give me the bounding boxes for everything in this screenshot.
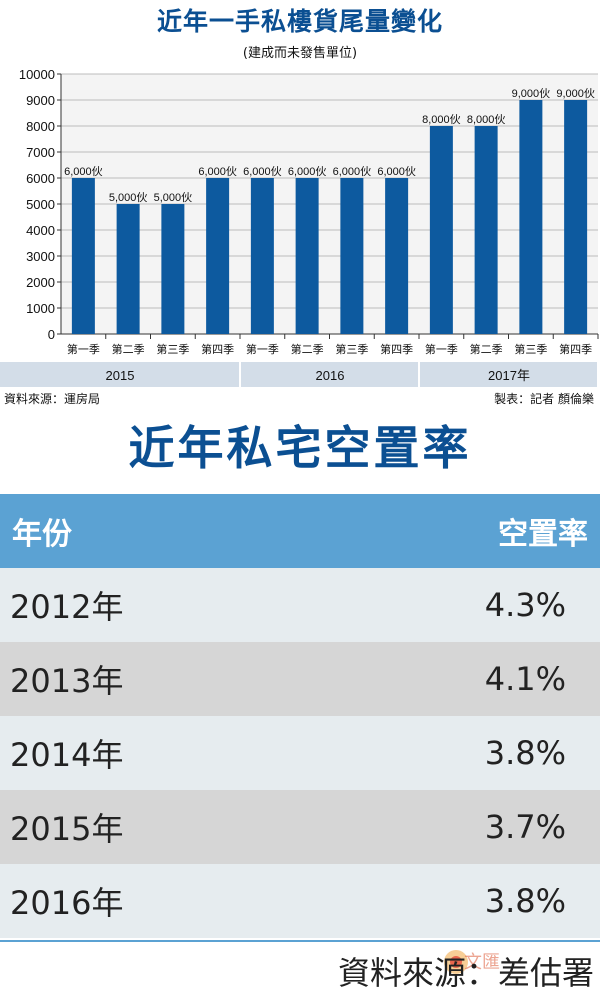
data-label: 6,000伙 [288, 165, 327, 178]
y-tick-label: 7000 [26, 145, 55, 160]
data-label: 6,000伙 [333, 165, 372, 178]
bar [340, 178, 364, 334]
x-tick-label: 第二季 [291, 342, 324, 356]
table-header: 年份 空置率 [0, 494, 600, 568]
x-tick-label: 第二季 [112, 342, 145, 356]
y-tick-label: 6000 [26, 171, 55, 186]
x-tick-label: 第二季 [470, 342, 503, 356]
bar [116, 204, 140, 334]
table-bottom-line [0, 940, 600, 942]
y-tick-label: 9000 [26, 93, 55, 108]
y-tick-label: 3000 [26, 249, 55, 264]
chart-credit: 製表：記者 顏倫樂 [494, 392, 594, 406]
x-tick-label: 第四季 [380, 342, 413, 356]
bar [206, 178, 230, 334]
y-tick-label: 5000 [26, 197, 55, 212]
data-label: 6,000伙 [243, 165, 282, 178]
year-label: 2015 [106, 368, 135, 383]
data-label: 9,000伙 [556, 87, 595, 100]
header-year: 年份 [12, 517, 72, 552]
year-band [0, 362, 239, 387]
svg-text:文匯: 文匯 [464, 952, 500, 973]
data-label: 6,000伙 [377, 165, 416, 178]
x-tick-label: 第四季 [201, 342, 234, 356]
bar [161, 204, 185, 334]
row-rate: 4.1% [484, 660, 566, 698]
bar [295, 178, 319, 334]
row-year: 2013年 [10, 662, 124, 700]
bar [250, 178, 274, 334]
row-year: 2012年 [10, 588, 124, 626]
row-year: 2015年 [10, 810, 124, 848]
row-year: 2014年 [10, 736, 124, 774]
x-tick-label: 第一季 [67, 342, 100, 356]
table-row: 2016年 3.8% [0, 864, 600, 938]
header-rate: 空置率 [498, 517, 588, 552]
table-row: 2012年 4.3% [0, 568, 600, 642]
data-label: 5,000伙 [154, 191, 193, 204]
data-label: 8,000伙 [467, 113, 506, 126]
y-tick-label: 1000 [26, 301, 55, 316]
y-tick-label: 10000 [19, 67, 55, 82]
year-label: 2017年 [488, 368, 530, 383]
y-tick-label: 4000 [26, 223, 55, 238]
row-rate: 3.8% [484, 734, 566, 772]
chart-source: 資料來源：運房局 [4, 392, 101, 406]
data-label: 8,000伙 [422, 113, 461, 126]
bar [564, 100, 588, 334]
bar [519, 100, 543, 334]
x-tick-label: 第三季 [335, 342, 368, 356]
year-band [241, 362, 418, 387]
table-row: 2015年 3.7% [0, 790, 600, 864]
bar-chart: 0 1000 2000 3000 4000 5000 6000 7000 8000 9000 100… [0, 67, 599, 387]
table-title: 近年私宅空置率 [128, 421, 472, 475]
y-tick-label: 0 [48, 327, 55, 342]
bar [429, 126, 453, 334]
x-tick-label: 第一季 [246, 342, 279, 356]
row-year: 2016年 [10, 884, 124, 922]
y-tick-label: 2000 [26, 275, 55, 290]
bar [474, 126, 498, 334]
x-tick-label: 第三季 [156, 342, 189, 356]
row-rate: 3.7% [484, 808, 566, 846]
x-tick-label: 第一季 [425, 342, 458, 356]
x-tick-label: 第四季 [559, 342, 592, 356]
bar [385, 178, 409, 334]
vacancy-table: 年份 空置率 2012年 4.3% 2013年 4.1% 2014年 3.8% … [0, 494, 600, 938]
table-row: 2014年 3.8% [0, 716, 600, 790]
row-rate: 3.8% [484, 882, 566, 920]
newspaper-logo: 文匯 [444, 950, 500, 974]
x-tick-label: 第三季 [514, 342, 547, 356]
chart-title: 近年一手私樓貨尾量變化 [156, 7, 443, 36]
data-label: 6,000伙 [198, 165, 237, 178]
year-label: 2016 [316, 368, 345, 383]
data-label: 9,000伙 [512, 87, 551, 100]
data-label: 6,000伙 [64, 165, 103, 178]
table-row: 2013年 4.1% [0, 642, 600, 716]
row-rate: 4.3% [484, 586, 566, 624]
bar [71, 178, 95, 334]
data-label: 5,000伙 [109, 191, 148, 204]
table-source: 資料來源：差估署 [337, 954, 594, 992]
year-band [420, 362, 597, 387]
chart-subtitle: (建成而未發售單位) [242, 46, 358, 61]
y-tick-label: 8000 [26, 119, 55, 134]
